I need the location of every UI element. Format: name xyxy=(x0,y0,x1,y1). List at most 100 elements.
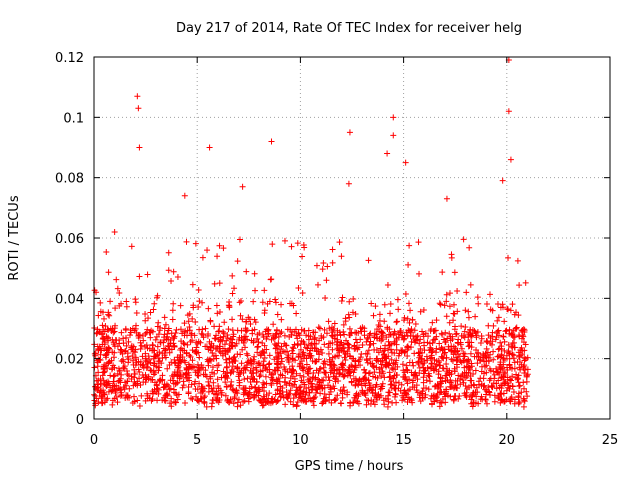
data-point xyxy=(170,300,177,307)
data-point xyxy=(144,271,151,278)
data-point xyxy=(268,336,275,343)
data-point xyxy=(266,352,273,359)
data-point xyxy=(152,369,159,376)
data-point xyxy=(122,327,129,334)
data-point xyxy=(405,300,412,307)
data-point xyxy=(523,388,530,395)
data-point xyxy=(460,379,467,386)
data-point xyxy=(236,377,243,384)
data-point xyxy=(321,391,328,398)
data-point xyxy=(409,379,416,386)
data-point xyxy=(135,105,142,112)
data-point xyxy=(96,389,103,396)
data-point xyxy=(161,331,168,338)
data-point xyxy=(168,403,175,410)
data-point xyxy=(257,352,264,359)
data-point xyxy=(474,389,481,396)
data-point xyxy=(350,369,357,376)
data-point xyxy=(115,365,122,372)
data-point xyxy=(226,345,233,352)
data-point xyxy=(494,300,501,307)
data-point xyxy=(403,391,410,398)
data-point xyxy=(261,381,268,388)
data-point xyxy=(295,285,302,292)
data-point xyxy=(360,375,367,382)
data-point xyxy=(490,356,497,363)
data-point xyxy=(376,335,383,342)
data-point xyxy=(509,332,516,339)
data-point xyxy=(504,306,511,313)
data-point xyxy=(120,358,127,365)
data-point xyxy=(392,390,399,397)
data-point xyxy=(511,339,518,346)
data-point xyxy=(312,345,319,352)
data-point xyxy=(451,310,458,317)
data-point xyxy=(97,388,104,395)
data-point xyxy=(497,339,504,346)
data-point xyxy=(427,355,434,362)
data-point xyxy=(138,342,145,349)
data-point xyxy=(498,375,505,382)
data-point xyxy=(250,370,257,377)
data-point xyxy=(245,391,252,398)
data-point xyxy=(334,392,341,399)
data-point xyxy=(441,302,448,309)
data-point xyxy=(149,341,156,348)
data-point xyxy=(268,371,275,378)
data-point xyxy=(137,346,144,353)
data-point xyxy=(116,290,123,297)
data-point xyxy=(106,312,113,319)
data-point xyxy=(234,258,241,265)
data-point xyxy=(286,380,293,387)
data-point xyxy=(357,336,364,343)
data-point xyxy=(322,369,329,376)
data-point xyxy=(414,376,421,383)
data-point xyxy=(195,287,202,294)
data-point xyxy=(139,353,146,360)
data-point xyxy=(165,343,172,350)
data-point xyxy=(155,358,162,365)
data-point xyxy=(453,356,460,363)
data-point xyxy=(352,363,359,370)
data-point xyxy=(344,340,351,347)
data-point xyxy=(153,333,160,340)
data-point xyxy=(371,401,378,408)
data-point xyxy=(416,270,423,277)
data-point xyxy=(154,343,161,350)
data-point xyxy=(364,387,371,394)
data-point xyxy=(136,144,143,151)
data-point xyxy=(312,358,319,365)
data-point xyxy=(517,352,524,359)
data-point xyxy=(272,391,279,398)
data-point xyxy=(241,397,248,404)
data-point xyxy=(498,396,505,403)
data-point xyxy=(216,242,223,249)
data-point xyxy=(117,386,124,393)
data-point xyxy=(241,336,248,343)
data-point xyxy=(376,311,383,318)
data-point xyxy=(314,386,321,393)
data-point xyxy=(520,326,527,333)
data-point xyxy=(285,354,292,361)
data-point xyxy=(196,380,203,387)
data-point xyxy=(395,352,402,359)
data-point xyxy=(213,332,220,339)
data-point xyxy=(405,261,412,268)
data-point xyxy=(375,391,382,398)
data-point xyxy=(494,328,501,335)
data-point xyxy=(275,365,282,372)
data-point xyxy=(425,386,432,393)
data-point xyxy=(163,391,170,398)
data-point xyxy=(229,316,236,323)
data-point xyxy=(387,310,394,317)
data-point xyxy=(168,346,175,353)
data-point xyxy=(420,331,427,338)
data-point xyxy=(443,386,450,393)
data-point xyxy=(492,336,499,343)
data-point xyxy=(277,346,284,353)
data-point xyxy=(442,339,449,346)
data-point xyxy=(156,364,163,371)
data-point xyxy=(448,347,455,354)
data-point xyxy=(260,349,267,356)
data-point xyxy=(272,331,279,338)
